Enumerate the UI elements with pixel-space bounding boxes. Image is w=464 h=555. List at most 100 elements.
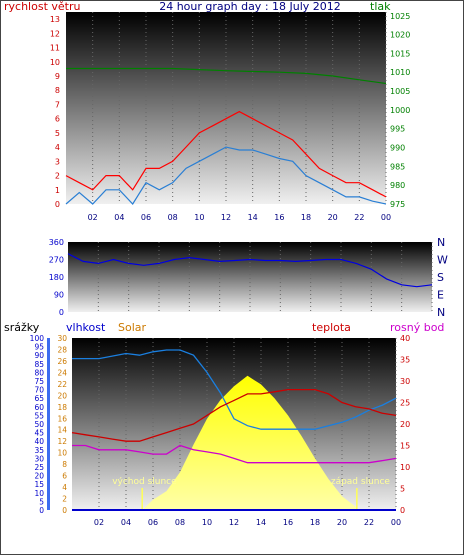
solar-label: Solar bbox=[118, 321, 147, 334]
pressure-tick: 990 bbox=[390, 144, 405, 153]
humidity-tick: 26 bbox=[57, 357, 67, 366]
compass-label: W bbox=[437, 254, 448, 267]
wind-time-tick: 04 bbox=[114, 213, 124, 222]
humidity-tick: 2 bbox=[62, 495, 67, 504]
temperature-tick: 30 bbox=[400, 377, 410, 386]
wind-average-line bbox=[65, 146, 387, 205]
wind-speed-tick: 1 bbox=[55, 186, 60, 195]
wind-time-tick: 08 bbox=[168, 213, 178, 222]
pressure-tick: 975 bbox=[390, 200, 405, 209]
compass-label: E bbox=[437, 289, 444, 302]
direction-degree-tick: 180 bbox=[49, 273, 64, 282]
wind-speed-tick: 7 bbox=[55, 100, 60, 109]
sunrise-label: východ slunce bbox=[112, 477, 177, 487]
humidity-line bbox=[72, 349, 397, 430]
rain-tick: 0 bbox=[39, 506, 44, 515]
wind-time-tick: 18 bbox=[301, 213, 311, 222]
rain-tick: 10 bbox=[34, 489, 44, 498]
wind-speed-tick: 5 bbox=[55, 129, 60, 138]
pressure-tick: 995 bbox=[390, 125, 405, 134]
humidity-tick: 22 bbox=[57, 380, 67, 389]
temperature-time-tick: 16 bbox=[283, 518, 293, 527]
humidity-tick: 24 bbox=[57, 368, 67, 377]
temperature-time-tick: 20 bbox=[337, 518, 347, 527]
pressure-label: tlak bbox=[370, 0, 391, 13]
temperature-time-tick: 22 bbox=[364, 518, 374, 527]
direction-degree-tick: 270 bbox=[49, 256, 64, 265]
rain-tick: 5 bbox=[39, 497, 44, 506]
pressure-tick: 985 bbox=[390, 162, 405, 171]
rain-tick: 80 bbox=[34, 368, 44, 377]
pressure-tick: 1010 bbox=[390, 68, 410, 77]
humidity-tick: 6 bbox=[62, 472, 67, 481]
humidity-label: vlhkost bbox=[66, 321, 106, 334]
wind-time-tick: 12 bbox=[221, 213, 231, 222]
wind-time-tick: 16 bbox=[274, 213, 284, 222]
wind-speed-tick: 8 bbox=[55, 86, 60, 95]
wind-time-tick: 00 bbox=[381, 213, 391, 222]
pressure-tick: 1020 bbox=[390, 31, 410, 40]
rain-axis: 0510152025303540455055606570758085909510… bbox=[30, 334, 45, 515]
wind-speed-tick: 13 bbox=[50, 15, 60, 24]
direction-degree-tick: 0 bbox=[59, 308, 64, 317]
humidity-tick: 16 bbox=[57, 414, 67, 423]
rain-tick: 70 bbox=[34, 386, 44, 395]
humidity-tick: 14 bbox=[57, 426, 67, 435]
rain-tick: 100 bbox=[30, 334, 45, 343]
compass-label: S bbox=[437, 271, 444, 284]
sunset-label: západ slunce bbox=[331, 477, 391, 487]
wind-time-axis: 02 04 06 08 10 12 14 16 18 20 22 00 bbox=[88, 213, 392, 222]
temperature-tick: 35 bbox=[400, 356, 410, 365]
wind-speed-tick: 6 bbox=[55, 115, 60, 124]
direction-degree-tick: 360 bbox=[49, 238, 64, 247]
temperature-tick: 15 bbox=[400, 442, 410, 451]
temperature-time-tick: 10 bbox=[202, 518, 212, 527]
wind-speed-tick: 2 bbox=[55, 172, 60, 181]
temperature-time-tick: 00 bbox=[391, 518, 401, 527]
humidity-tick: 10 bbox=[57, 449, 67, 458]
wind-speed-tick: 12 bbox=[50, 29, 60, 38]
temperature-time-tick: 08 bbox=[175, 518, 185, 527]
wind-speed-label: rychlost větru bbox=[4, 0, 80, 13]
rain-tick: 30 bbox=[34, 454, 44, 463]
temperature-time-tick: 12 bbox=[229, 518, 239, 527]
humidity-tick: 20 bbox=[57, 391, 67, 400]
temperature-tick: 10 bbox=[400, 463, 410, 472]
wind-time-tick: 14 bbox=[248, 213, 258, 222]
temperature-tick: 0 bbox=[400, 506, 405, 515]
rain-tick: 40 bbox=[34, 437, 44, 446]
rain-tick: 50 bbox=[34, 420, 44, 429]
rain-tick: 65 bbox=[34, 394, 44, 403]
wind-speed-tick: 3 bbox=[55, 157, 60, 166]
pressure-tick: 1025 bbox=[390, 12, 410, 21]
humidity-tick: 8 bbox=[62, 460, 67, 469]
temperature-tick: 5 bbox=[400, 485, 405, 494]
rain-label: srážky bbox=[4, 321, 40, 334]
temperature-plot-grid bbox=[98, 338, 397, 510]
pressure-tick: 980 bbox=[390, 181, 405, 190]
rain-tick: 55 bbox=[34, 411, 44, 420]
rain-axis-bar bbox=[47, 338, 50, 510]
wind-time-tick: 10 bbox=[194, 213, 204, 222]
temperature-time-axis: 02 04 06 08 10 12 14 16 18 20 22 00 bbox=[94, 518, 401, 527]
wind-plot-grid bbox=[92, 12, 387, 204]
compass-label: N bbox=[437, 236, 445, 249]
solar-radiation-area bbox=[142, 375, 359, 510]
temperature-time-tick: 14 bbox=[256, 518, 266, 527]
wind-time-tick: 20 bbox=[328, 213, 338, 222]
wind-time-tick: 22 bbox=[354, 213, 364, 222]
wind-time-tick: 06 bbox=[141, 213, 151, 222]
temperature-tick: 40 bbox=[400, 334, 410, 343]
rain-tick: 15 bbox=[34, 480, 44, 489]
pressure-line bbox=[66, 67, 387, 85]
pressure-axis: 975 980 985 990 995 1000 1005 1010 1015 1020 1025 bbox=[390, 12, 410, 209]
direction-plot-area bbox=[68, 242, 432, 312]
temperature-axis: 0 5 10 15 20 25 30 35 40 bbox=[400, 334, 410, 515]
direction-degree-tick: 90 bbox=[54, 291, 64, 300]
rain-tick: 85 bbox=[34, 360, 44, 369]
compass-label: N bbox=[437, 306, 445, 319]
